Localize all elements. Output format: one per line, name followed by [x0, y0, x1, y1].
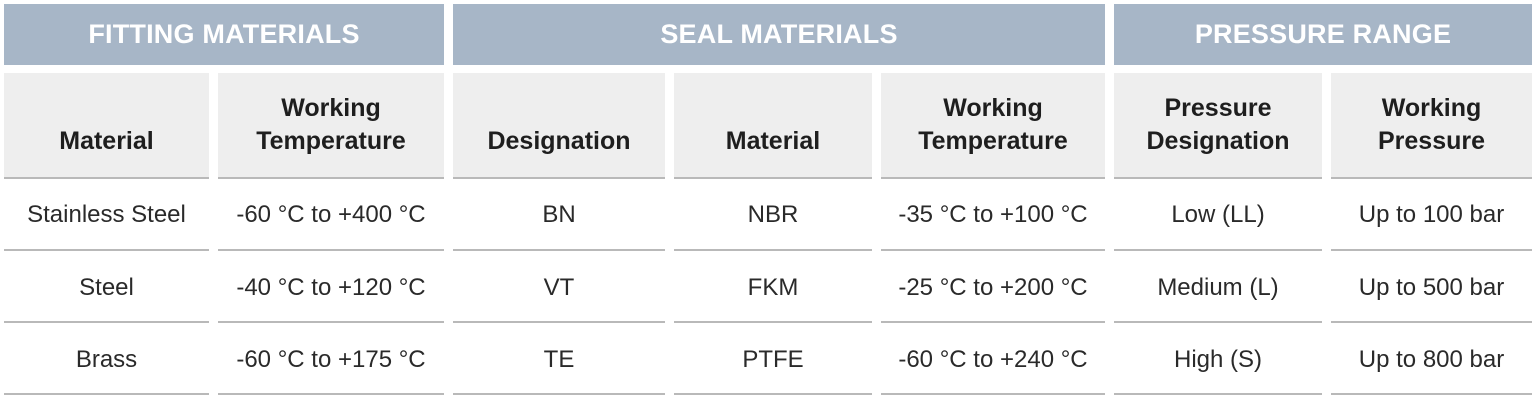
table-cell: Stainless Steel: [27, 201, 186, 228]
table-cell: Brass: [75, 346, 138, 373]
table-cell: -35 °C to +100 °C: [898, 201, 1088, 228]
group-header-seal-materials: SEAL MATERIALS: [453, 4, 1105, 65]
row-divider: [881, 177, 1105, 179]
column-header-line: Pressure: [1377, 127, 1486, 155]
row-divider: [453, 321, 665, 323]
row-divider: [1114, 321, 1322, 323]
table-cell: FKM: [747, 274, 799, 301]
column-header-pressure-designation: Pressure Designation: [1114, 73, 1322, 177]
column-header-seal-working-temperature: Working Temperature: [881, 73, 1105, 177]
table-cell: Up to 100 bar: [1358, 201, 1505, 228]
row-divider: [1114, 249, 1322, 251]
table-cell: BN: [542, 201, 576, 228]
row-divider: [218, 249, 444, 251]
column-header-line: Temperature: [918, 127, 1068, 155]
row-divider: [1114, 393, 1322, 395]
row-divider: [674, 393, 872, 395]
row-divider: [1331, 177, 1532, 179]
row-divider: [674, 249, 872, 251]
table-cell: Up to 500 bar: [1358, 274, 1505, 301]
row-divider: [4, 321, 209, 323]
row-divider: [1331, 249, 1532, 251]
column-header-line: Working: [943, 94, 1043, 122]
group-header-pressure-range: PRESSURE RANGE: [1114, 4, 1532, 65]
table-cell: -60 °C to +175 °C: [236, 346, 426, 373]
column-header-line: Pressure: [1164, 94, 1272, 122]
row-divider: [4, 177, 209, 179]
column-header-material: Material: [4, 73, 209, 177]
table-cell: Medium (L): [1157, 274, 1279, 301]
row-divider: [674, 177, 872, 179]
table-cell: Steel: [79, 274, 134, 301]
table-cell: PTFE: [742, 346, 804, 373]
table-cell: NBR: [747, 201, 799, 228]
group-header-fitting-materials: FITTING MATERIALS: [4, 4, 444, 65]
column-header-working-pressure: Working Pressure: [1331, 73, 1532, 177]
table-cell: High (S): [1173, 346, 1263, 373]
row-divider: [1114, 177, 1322, 179]
column-header-working-temperature: Working Temperature: [218, 73, 444, 177]
table-cell: VT: [543, 274, 575, 301]
row-divider: [453, 177, 665, 179]
column-header-line: Designation: [1146, 127, 1290, 155]
row-divider: [4, 393, 209, 395]
table-cell: Up to 800 bar: [1358, 346, 1505, 373]
table-cell: -25 °C to +200 °C: [898, 274, 1088, 301]
row-divider: [218, 177, 444, 179]
row-divider: [1331, 393, 1532, 395]
column-header-line: Designation: [487, 127, 631, 155]
row-divider: [674, 321, 872, 323]
column-header-line: Working: [281, 94, 381, 122]
column-header-line: Material: [59, 127, 154, 155]
table-cell: -60 °C to +400 °C: [236, 201, 426, 228]
row-divider: [881, 393, 1105, 395]
table-cell: Low (LL): [1171, 201, 1265, 228]
column-header-designation: Designation: [453, 73, 665, 177]
row-divider: [1331, 321, 1532, 323]
column-header-line: Working: [1381, 94, 1482, 122]
table-cell: TE: [543, 346, 575, 373]
row-divider: [218, 393, 444, 395]
table-cell: -40 °C to +120 °C: [236, 274, 426, 301]
row-divider: [218, 321, 444, 323]
row-divider: [4, 249, 209, 251]
row-divider: [453, 393, 665, 395]
column-header-seal-material: Material: [674, 73, 872, 177]
column-header-line: Material: [725, 127, 821, 155]
row-divider: [881, 249, 1105, 251]
row-divider: [881, 321, 1105, 323]
column-header-line: Temperature: [256, 127, 406, 155]
table-cell: -60 °C to +240 °C: [898, 346, 1088, 373]
row-divider: [453, 249, 665, 251]
